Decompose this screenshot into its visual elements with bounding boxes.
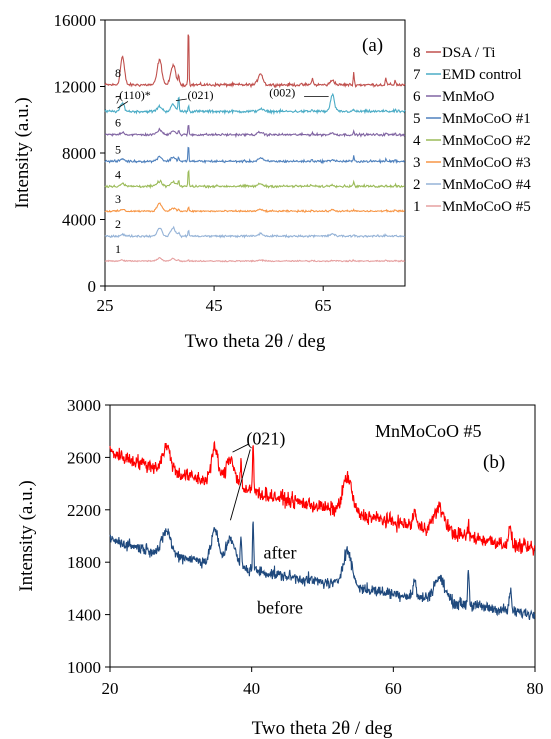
series-line-before — [109, 521, 536, 621]
annotation-arrow — [117, 101, 129, 109]
peak-annotation: (110)* — [119, 88, 151, 102]
series-line-1 — [104, 257, 406, 263]
panel-a-plot-frame — [104, 19, 406, 287]
y-tick-label: 1400 — [67, 606, 101, 625]
x-tick-label: 25 — [97, 296, 114, 315]
legend-label: MnMoCoO #5 — [442, 199, 531, 215]
panel-b-title: MnMoCoO #5 — [375, 421, 482, 441]
legend-number: 6 — [413, 89, 421, 105]
series-line-3 — [104, 202, 405, 214]
panel-b: 1000 1400 1800 2200 2600 3000 20 40 60 80 MnMoCo… — [16, 396, 544, 739]
series-line-after — [109, 440, 536, 556]
panel-a-ylabel: Intensity (a.u.) — [12, 97, 33, 208]
series-number-label: 7 — [115, 92, 121, 106]
panel-b-annotations: (021) after before — [229, 428, 303, 617]
x-tick-label: 40 — [243, 679, 260, 698]
y-tick-label: 4000 — [62, 211, 96, 230]
legend-label: MnMoCoO #2 — [442, 133, 531, 149]
x-tick-label: 45 — [206, 296, 223, 315]
panel-a-label: (a) — [362, 35, 383, 56]
legend-number: 4 — [413, 133, 421, 149]
series-number-label: 4 — [115, 167, 121, 181]
series-line-7 — [104, 92, 406, 116]
y-tick-label: 3000 — [67, 396, 101, 415]
legend-number: 5 — [413, 111, 421, 127]
series-number-label: 5 — [115, 142, 121, 156]
series-number-label: 1 — [115, 242, 121, 256]
legend-label: EMD control — [442, 67, 522, 83]
y-tick-label: 0 — [88, 277, 97, 296]
y-tick-label: 1800 — [67, 553, 101, 572]
series-number-label: 3 — [115, 192, 121, 206]
annotation-arrow — [232, 443, 249, 453]
annotation-arrow — [175, 98, 187, 102]
series-line-5 — [104, 146, 406, 165]
panel-a-series: 8 7 6 5 4 3 2 1 — [104, 34, 406, 263]
y-tick-label: 1000 — [67, 658, 101, 677]
legend-number: 7 — [413, 67, 421, 83]
legend-number: 1 — [413, 199, 421, 215]
series-line-8 — [104, 34, 406, 89]
panel-b-x-ticks: 20 40 60 80 — [102, 667, 544, 698]
y-tick-label: 8000 — [62, 144, 96, 163]
y-tick-label: 2600 — [67, 448, 101, 467]
legend-label: MnMoCoO #4 — [442, 177, 531, 193]
annotation-label: (021) — [246, 428, 285, 449]
legend-label: DSA / Ti — [442, 45, 495, 61]
panel-a-xlabel: Two theta 2θ / deg — [185, 331, 326, 352]
panel-b-label: (b) — [483, 452, 505, 473]
legend-number: 8 — [413, 45, 421, 61]
y-tick-label: 16000 — [54, 11, 97, 30]
annotation-label: before — [257, 597, 303, 617]
series-number-label: 6 — [115, 116, 121, 130]
annotation-label: after — [264, 542, 297, 562]
y-tick-label: 12000 — [54, 78, 97, 97]
x-tick-label: 65 — [315, 296, 332, 315]
x-tick-label: 60 — [385, 679, 402, 698]
x-tick-label: 80 — [527, 679, 544, 698]
annotation-arrow — [229, 449, 251, 521]
panel-b-ylabel: Intensity (a.u.) — [16, 480, 37, 591]
peak-annotation: (002) — [269, 85, 295, 99]
panel-b-xlabel: Two theta 2θ / deg — [252, 718, 393, 739]
series-number-label: 8 — [115, 66, 121, 80]
series-line-2 — [104, 225, 406, 239]
legend-number: 3 — [413, 155, 421, 171]
series-line-6 — [104, 124, 406, 139]
panel-a-y-ticks: 0 4000 8000 12000 16000 — [54, 11, 105, 296]
panel-a-x-ticks: 25 45 65 — [97, 286, 332, 315]
legend-label: MnMoO — [442, 89, 495, 105]
legend-label: MnMoCoO #1 — [442, 111, 531, 127]
y-tick-label: 2200 — [67, 501, 101, 520]
legend-number: 2 — [413, 177, 421, 193]
panel-a-legend: 8 DSA / Ti 7 EMD control 6 MnMoO 5 MnMoCoO #1 4 M… — [413, 45, 531, 215]
panel-b-y-ticks: 1000 1400 1800 2200 2600 3000 — [67, 396, 110, 677]
legend-label: MnMoCoO #3 — [442, 155, 531, 171]
x-tick-label: 20 — [102, 679, 119, 698]
series-line-4 — [104, 169, 405, 190]
peak-annotation: (021) — [187, 88, 213, 102]
panel-b-series — [109, 440, 536, 621]
series-number-label: 2 — [115, 217, 121, 231]
panel-a-annotations: (110)* (021) (002) — [117, 85, 329, 109]
